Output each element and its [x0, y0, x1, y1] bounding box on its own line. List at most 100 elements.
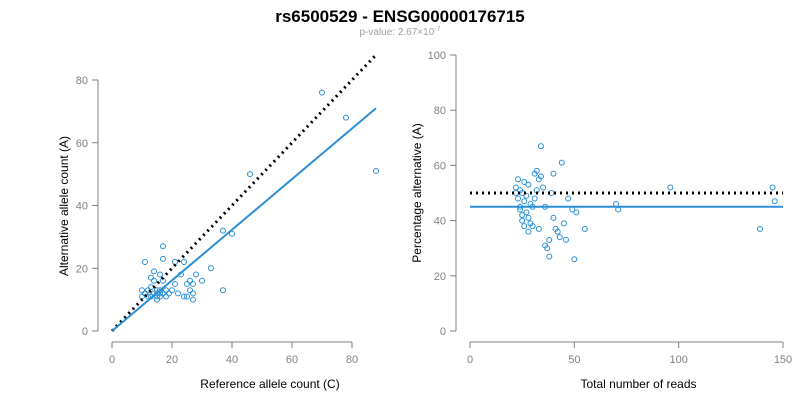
data-point: [771, 198, 778, 205]
pvalue-exponent: -7: [434, 26, 440, 33]
data-point: [521, 198, 528, 205]
data-point: [537, 173, 544, 180]
data-point: [148, 274, 154, 281]
data-point: [169, 287, 175, 294]
data-point: [573, 209, 580, 216]
data-point: [523, 209, 530, 216]
data-point: [166, 290, 172, 297]
data-point: [190, 296, 196, 303]
data-point: [519, 212, 526, 219]
y-tick-label: 0: [440, 326, 446, 338]
x-tick-label: 0: [109, 354, 115, 366]
data-point: [615, 206, 622, 213]
data-point: [157, 293, 163, 300]
data-point: [565, 195, 572, 202]
x-tick-label: 150: [774, 354, 792, 366]
data-point: [160, 255, 166, 262]
data-point: [157, 271, 163, 278]
chart-title: rs6500529 - ENSG00000176715: [275, 7, 525, 26]
data-point: [535, 225, 542, 232]
data-point: [373, 167, 379, 174]
data-point: [546, 253, 553, 260]
data-point: [525, 181, 532, 188]
y-tick-label: 60: [76, 138, 88, 150]
data-point: [571, 256, 578, 263]
data-point: [529, 223, 536, 230]
data-point: [523, 192, 530, 199]
data-point: [184, 280, 190, 287]
data-point: [181, 293, 187, 300]
data-point: [319, 89, 325, 96]
data-point: [220, 227, 226, 234]
data-point: [187, 277, 193, 284]
data-point: [154, 296, 160, 303]
data-point: [537, 143, 544, 150]
data-point: [142, 258, 148, 265]
data-point: [187, 287, 193, 294]
data-point: [521, 178, 528, 185]
data-point: [546, 236, 553, 243]
left-scatter-panel: 0 20 40 60 80 0 20 40 60 80 Reference allele count…: [57, 53, 379, 391]
data-point: [757, 225, 764, 232]
x-axis-label: Reference allele count (C): [200, 377, 339, 391]
data-point: [163, 293, 169, 300]
data-point: [172, 280, 178, 287]
y-tick-label: 20: [76, 263, 88, 275]
data-point: [229, 230, 235, 237]
x-tick-label: 60: [286, 354, 298, 366]
y-tick-label: 80: [76, 75, 88, 87]
data-point: [175, 290, 181, 297]
data-point: [540, 184, 547, 191]
data-point: [220, 287, 226, 294]
data-point: [190, 290, 196, 297]
x-tick-label: 50: [568, 354, 580, 366]
data-point: [190, 280, 196, 287]
data-point: [139, 287, 145, 294]
data-point: [154, 290, 160, 297]
y-tick-label: 40: [76, 201, 88, 213]
y-tick-label: 0: [82, 326, 88, 338]
data-point: [139, 293, 145, 300]
x-tick-label: 0: [467, 354, 473, 366]
data-point: [208, 265, 214, 272]
data-point: [145, 287, 151, 294]
y-axis-label: Alternative allele count (A): [57, 136, 71, 276]
data-point: [512, 184, 519, 191]
data-point: [531, 195, 538, 202]
x-tick-label: 20: [166, 354, 178, 366]
pvalue-prefix: p-value: 2.67×10: [359, 27, 434, 38]
data-point: [184, 293, 190, 300]
x-tick-label: 40: [226, 354, 238, 366]
right-scatter-panel: 0 50 100 150 0 20 40 60 80 100 Total number of rea…: [410, 50, 792, 391]
y-axis-label: Percentage alternative (A): [410, 123, 424, 262]
x-tick-label: 80: [346, 354, 358, 366]
data-point: [193, 271, 199, 278]
data-point: [667, 184, 674, 191]
data-point: [199, 277, 205, 284]
y-tick-label: 60: [434, 160, 446, 172]
x-tick-label: 100: [669, 354, 687, 366]
data-point: [151, 277, 157, 284]
data-point: [525, 228, 532, 235]
data-point: [151, 268, 157, 275]
data-point: [533, 167, 540, 174]
data-point: [247, 171, 253, 178]
data-point: [554, 228, 561, 235]
data-point: [514, 195, 521, 202]
data-point: [160, 243, 166, 250]
data-point: [163, 287, 169, 294]
data-point: [157, 287, 163, 294]
data-point: [160, 290, 166, 297]
data-point: [525, 214, 532, 221]
data-point: [521, 223, 528, 230]
fit-line: [111, 107, 377, 332]
data-point: [514, 176, 521, 183]
y-tick-label: 100: [428, 50, 446, 62]
data-point: [343, 114, 349, 121]
data-point: [581, 225, 588, 232]
y-tick-label: 40: [434, 216, 446, 228]
data-point: [562, 236, 569, 243]
data-point: [172, 258, 178, 265]
data-point: [148, 284, 154, 291]
